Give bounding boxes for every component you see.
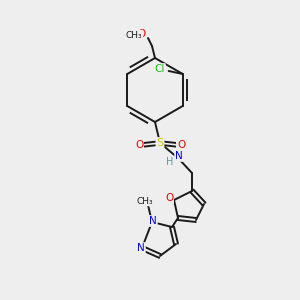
Text: N: N — [149, 216, 157, 226]
Text: N: N — [137, 243, 145, 253]
Text: S: S — [156, 138, 164, 148]
Text: O: O — [177, 140, 185, 150]
Text: H: H — [166, 157, 174, 167]
Text: O: O — [165, 193, 173, 203]
Text: N: N — [175, 151, 183, 161]
Text: O: O — [135, 140, 143, 150]
Text: O: O — [138, 29, 146, 39]
Text: CH₃: CH₃ — [137, 196, 153, 206]
Text: Cl: Cl — [154, 64, 165, 74]
Text: CH₃: CH₃ — [126, 31, 142, 40]
